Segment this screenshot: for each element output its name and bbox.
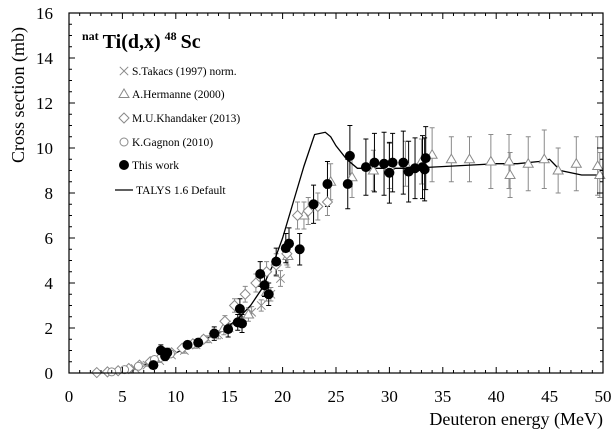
data-point-series-4: [410, 163, 421, 174]
y-tick-label: 14: [36, 49, 54, 68]
x-tick-labels: 0 5 10 15 20 25 30 35 40 45 50: [65, 387, 612, 406]
y-tick-label: 2: [45, 319, 54, 338]
legend-marker: [119, 66, 129, 76]
data-point-series-1: [593, 169, 606, 179]
y-tick-label: 6: [45, 229, 54, 248]
y-tick-label: 12: [36, 94, 53, 113]
data-point-series-4: [420, 153, 431, 164]
legend-label: S.Takacs (1997) norm.: [132, 66, 237, 78]
data-point-series-4: [234, 303, 245, 314]
data-point-series-4: [379, 158, 390, 169]
y-tick-label: 16: [36, 4, 53, 23]
data-point-series-1: [522, 157, 535, 168]
legend-label: M.U.Khandaker (2013): [132, 113, 240, 125]
data-point-series-4: [284, 238, 295, 249]
y-tick-label: 10: [36, 139, 53, 158]
talys-curve-line: [111, 131, 603, 373]
data-point-series-4: [182, 339, 193, 350]
y-tick-label: 4: [45, 274, 54, 293]
data-point-series-4: [360, 162, 371, 173]
data-point-series-2: [239, 288, 251, 300]
data-point-series-4: [419, 164, 430, 175]
data-point-series-1: [504, 169, 516, 179]
x-tick-label: 0: [65, 387, 74, 406]
data-point-series-4: [398, 157, 409, 168]
data-point-series-1: [538, 153, 551, 164]
data-point-series-1: [484, 155, 497, 166]
y-tick-label: 8: [45, 184, 54, 203]
data-point-series-4: [148, 360, 159, 371]
data-point-series-4: [259, 280, 270, 291]
data-point-series-4: [294, 244, 305, 255]
legend-marker: [119, 137, 129, 147]
data-point-series-2: [291, 209, 304, 222]
legend: S.Takacs (1997) norm. A.Hermanne (2000) M.…: [115, 66, 240, 197]
data-point-series-4: [342, 179, 353, 189]
axis-ticks: [68, 12, 604, 374]
y-tick-label: 0: [45, 364, 54, 383]
data-point-series-4: [322, 179, 333, 189]
data-point-series-3: [133, 361, 143, 371]
title-main: Ti(d,x): [103, 31, 161, 53]
title-prefix-sup: nat: [82, 29, 99, 43]
data-point-series-2: [321, 196, 334, 208]
data-point-series-4: [387, 157, 398, 168]
legend-label: This work: [132, 160, 179, 172]
title-element: Sc: [181, 31, 201, 53]
data-point-series-4: [344, 150, 355, 161]
data-point-series-1: [346, 171, 358, 182]
x-tick-label: 10: [167, 387, 184, 406]
legend-label: A.Hermanne (2000): [132, 89, 225, 101]
data-point-series-1: [463, 153, 476, 164]
y-axis-title: Cross section (mb): [8, 27, 29, 163]
data-point-series-1: [552, 164, 565, 175]
data-point-series-0: [256, 300, 266, 311]
data-point-series-4: [369, 157, 380, 168]
data-point-series-4: [271, 256, 282, 267]
x-tick-label: 50: [595, 387, 612, 406]
x-tick-label: 40: [488, 387, 505, 406]
x-tick-label: 5: [118, 387, 127, 406]
data-point-series-1: [367, 164, 380, 175]
data-point-series-1: [242, 308, 255, 319]
data-point-series-4: [263, 289, 274, 300]
chart-title: nat Ti(d,x) 48 Sc: [82, 27, 201, 53]
data-point-series-4: [162, 347, 173, 358]
data-point-series-4: [193, 337, 204, 348]
data-point-series-4: [209, 328, 220, 339]
y-tick-labels: 0 2 4 6 8 10 12 14 16: [36, 4, 54, 383]
data-point-series-4: [223, 324, 234, 335]
x-tick-label: 25: [328, 387, 345, 406]
data-point-series-1: [570, 157, 583, 168]
x-tick-label: 45: [541, 387, 558, 406]
x-tick-label: 30: [381, 387, 398, 406]
x-axis-title: Deuteron energy (MeV): [429, 409, 603, 430]
data-point-series-4: [308, 199, 319, 210]
data-point-series-1: [591, 160, 604, 170]
markers-layer: [91, 148, 606, 379]
legend-marker: [118, 88, 130, 98]
legend-marker: [119, 160, 129, 170]
data-point-series-4: [237, 318, 248, 329]
x-tick-label: 15: [221, 387, 238, 406]
x-tick-label: 35: [434, 387, 451, 406]
data-point-series-0: [275, 273, 286, 284]
legend-marker: [118, 112, 130, 124]
legend-label: TALYS 1.6 Default: [136, 185, 226, 197]
data-point-series-1: [503, 155, 515, 166]
data-point-series-4: [384, 167, 395, 178]
x-tick-label: 20: [274, 387, 291, 406]
data-point-series-2: [302, 205, 314, 217]
data-point-series-1: [445, 153, 458, 164]
data-point-series-4: [255, 269, 266, 279]
data-point-series-2: [250, 277, 262, 289]
legend-label: K.Gagnon (2010): [132, 137, 213, 149]
title-mass-sup: 48: [165, 29, 177, 43]
